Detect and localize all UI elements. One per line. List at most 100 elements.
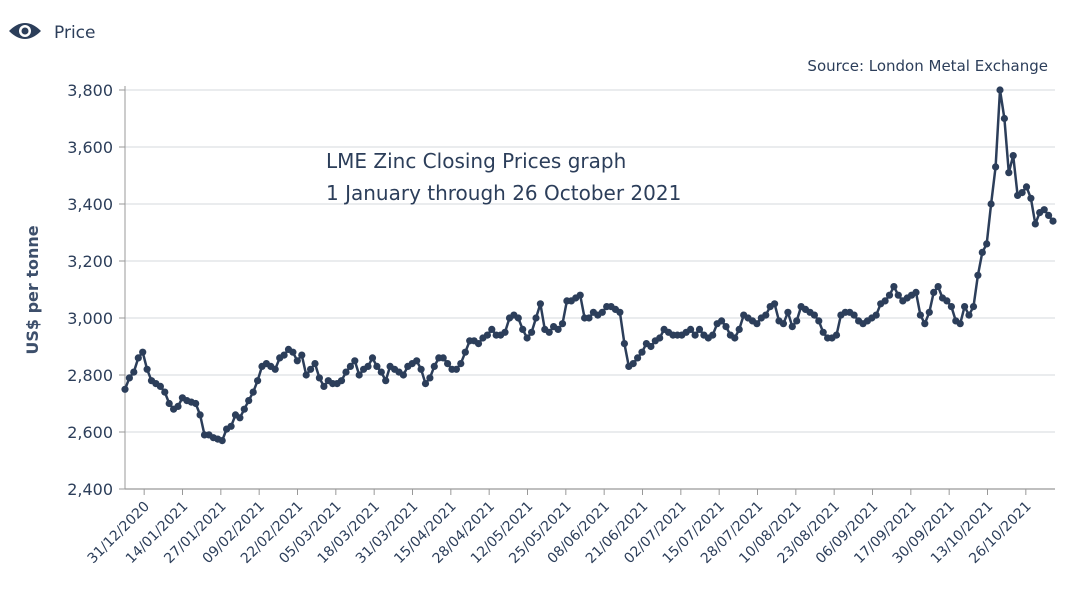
data-point[interactable] — [161, 388, 169, 396]
data-point[interactable] — [421, 380, 430, 388]
data-point[interactable] — [311, 360, 319, 368]
data-point[interactable] — [346, 362, 354, 370]
data-point[interactable] — [912, 288, 920, 296]
data-point[interactable] — [368, 354, 377, 362]
data-point[interactable] — [735, 325, 743, 333]
data-point[interactable] — [620, 340, 629, 348]
data-point[interactable] — [894, 291, 902, 299]
legend[interactable]: Price — [8, 21, 95, 45]
data-point[interactable] — [647, 342, 655, 351]
data-point[interactable] — [523, 334, 531, 342]
data-point[interactable] — [819, 328, 827, 336]
data-point[interactable] — [1000, 114, 1009, 123]
data-point[interactable] — [947, 303, 956, 311]
data-point[interactable] — [1045, 211, 1053, 219]
data-point[interactable] — [302, 371, 310, 379]
data-point[interactable] — [978, 248, 986, 256]
data-point[interactable] — [1049, 217, 1057, 225]
data-point[interactable] — [457, 360, 465, 368]
data-point[interactable] — [718, 317, 726, 325]
data-point[interactable] — [850, 311, 858, 319]
data-point[interactable] — [501, 328, 509, 336]
data-point[interactable] — [121, 385, 129, 393]
data-point[interactable] — [545, 328, 553, 336]
data-point[interactable] — [139, 348, 147, 356]
data-point[interactable] — [254, 377, 262, 385]
data-point[interactable] — [417, 365, 425, 373]
data-point[interactable] — [342, 368, 350, 376]
data-point[interactable] — [956, 320, 964, 328]
data-point[interactable] — [784, 308, 792, 316]
data-point[interactable] — [293, 357, 301, 365]
data-point[interactable] — [337, 377, 346, 385]
data-point[interactable] — [731, 334, 739, 342]
data-point[interactable] — [1009, 152, 1017, 160]
data-point[interactable] — [992, 163, 1000, 171]
data-point[interactable] — [271, 365, 279, 373]
data-point[interactable] — [961, 303, 969, 311]
data-point[interactable] — [916, 311, 925, 319]
data-point[interactable] — [793, 317, 801, 325]
data-point[interactable] — [143, 365, 151, 373]
data-point[interactable] — [519, 325, 527, 333]
data-point[interactable] — [656, 334, 664, 342]
data-point[interactable] — [695, 325, 704, 333]
data-point[interactable] — [355, 371, 363, 379]
data-point[interactable] — [439, 354, 447, 362]
data-point[interactable] — [616, 308, 624, 316]
eye-icon[interactable] — [8, 21, 42, 45]
data-point[interactable] — [969, 303, 978, 311]
data-point[interactable] — [444, 360, 452, 368]
data-point[interactable] — [965, 311, 973, 319]
data-point[interactable] — [192, 399, 200, 408]
data-point[interactable] — [218, 437, 226, 445]
data-point[interactable] — [872, 311, 880, 319]
data-point[interactable] — [298, 351, 306, 359]
data-point[interactable] — [165, 399, 173, 408]
data-point[interactable] — [134, 354, 142, 362]
data-point[interactable] — [351, 357, 359, 365]
data-point[interactable] — [1040, 206, 1048, 214]
data-point[interactable] — [709, 331, 717, 339]
data-point[interactable] — [983, 240, 991, 248]
data-point[interactable] — [514, 314, 522, 322]
data-point[interactable] — [1027, 194, 1035, 202]
data-point[interactable] — [430, 362, 438, 370]
data-point[interactable] — [930, 288, 938, 296]
data-point[interactable] — [1018, 189, 1026, 197]
data-point[interactable] — [1022, 183, 1031, 191]
data-point[interactable] — [461, 348, 469, 356]
data-point[interactable] — [413, 357, 421, 365]
data-point[interactable] — [585, 314, 593, 322]
data-point[interactable] — [174, 402, 182, 410]
data-point[interactable] — [921, 320, 929, 328]
data-point[interactable] — [987, 200, 995, 208]
data-point[interactable] — [245, 397, 253, 405]
data-point[interactable] — [722, 323, 730, 331]
data-point[interactable] — [307, 365, 315, 373]
data-point[interactable] — [934, 283, 942, 291]
data-point[interactable] — [315, 374, 323, 382]
data-point[interactable] — [130, 368, 138, 376]
data-point[interactable] — [762, 311, 770, 319]
data-point[interactable] — [753, 320, 761, 328]
data-point[interactable] — [885, 291, 894, 299]
data-point[interactable] — [528, 328, 536, 336]
data-point[interactable] — [196, 411, 204, 419]
data-point[interactable] — [815, 317, 823, 325]
data-point[interactable] — [240, 405, 248, 413]
data-point[interactable] — [687, 325, 695, 333]
data-point[interactable] — [1005, 169, 1013, 177]
data-point[interactable] — [289, 348, 297, 356]
data-point[interactable] — [488, 325, 496, 333]
data-point[interactable] — [788, 323, 796, 331]
data-point[interactable] — [554, 325, 562, 333]
data-point[interactable] — [532, 314, 540, 322]
data-point[interactable] — [377, 368, 385, 376]
data-point[interactable] — [382, 377, 390, 385]
data-point[interactable] — [236, 414, 244, 422]
data-point[interactable] — [280, 351, 288, 359]
data-point[interactable] — [832, 331, 841, 339]
data-point[interactable] — [771, 300, 779, 308]
data-point[interactable] — [576, 291, 584, 299]
